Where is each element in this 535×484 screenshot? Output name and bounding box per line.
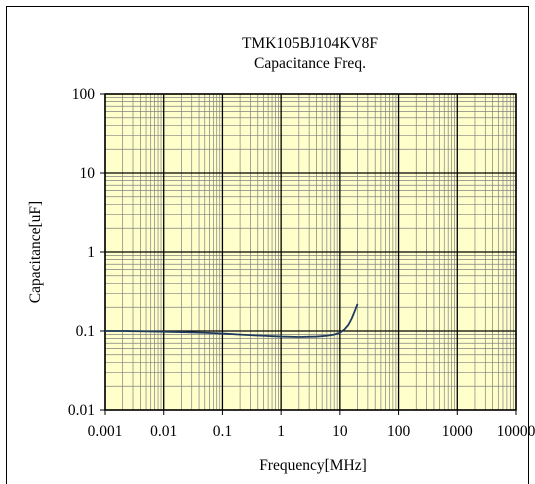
chart-title: TMK105BJ104KV8F — [242, 35, 378, 52]
series-line — [105, 303, 359, 338]
x-tick-label: 0.01 — [150, 423, 177, 440]
y-tick-label: 10 — [80, 165, 96, 182]
y-tick-label: 100 — [72, 86, 96, 103]
x-tick-label: 0.001 — [88, 423, 123, 440]
y-tick-label: 0.1 — [76, 323, 95, 340]
x-tick-label: 1000 — [442, 423, 473, 440]
x-tick-labels: 0.001 0.01 0.1 1 10 100 1000 10000 — [88, 423, 535, 440]
x-tick-label: 100 — [387, 423, 411, 440]
plot-border — [104, 93, 517, 411]
x-tick-label: 10 — [332, 423, 348, 440]
y-axis-label: Capacitance[uF] — [27, 201, 44, 303]
x-axis-label: Frequency[MHz] — [259, 457, 367, 474]
y-tick-label: 0.01 — [68, 402, 95, 419]
x-tick-label: 10000 — [497, 423, 535, 440]
series-layer — [105, 303, 359, 338]
tick-marks — [100, 93, 517, 415]
x-tick-label: 0.1 — [213, 423, 232, 440]
x-tick-label: 1 — [277, 423, 285, 440]
chart-subtitle: Capacitance Freq. — [254, 55, 366, 72]
y-tick-labels: 100 10 1 0.1 0.01 — [68, 86, 95, 419]
y-tick-label: 1 — [87, 244, 95, 261]
